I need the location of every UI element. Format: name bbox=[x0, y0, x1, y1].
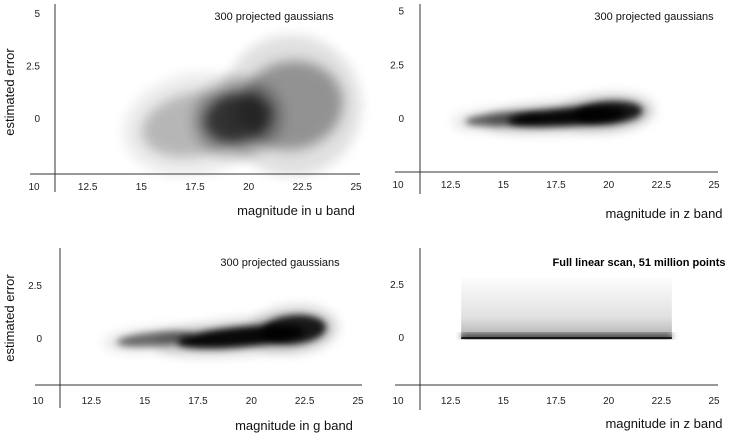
density-core bbox=[465, 112, 542, 127]
x-ticks: 10 12.5 15 17.5 20 22.5 25 bbox=[392, 180, 720, 191]
x-ticks: 10 12.5 15 17.5 20 22.5 25 bbox=[28, 182, 362, 193]
x-tick-label: 22.5 bbox=[652, 180, 672, 191]
x-tick-label: 15 bbox=[139, 396, 151, 407]
y-tick-label: 5 bbox=[34, 9, 40, 20]
x-tick-label: 25 bbox=[352, 396, 364, 407]
heatmap-bottom-right bbox=[461, 277, 672, 339]
scan-density-band bbox=[461, 334, 672, 338]
density-core bbox=[262, 314, 326, 345]
y-ticks: 2.50 bbox=[390, 280, 404, 344]
x-tick-label: 17.5 bbox=[546, 396, 566, 407]
x-tick-label: 12.5 bbox=[78, 182, 98, 193]
x-tick-label: 25 bbox=[708, 180, 720, 191]
y-tick-label: 0 bbox=[36, 334, 42, 345]
x-tick-label: 15 bbox=[136, 182, 148, 193]
x-tick-label: 25 bbox=[708, 396, 720, 407]
x-tick-label: 20 bbox=[246, 396, 258, 407]
y-tick-label: 2.5 bbox=[390, 280, 404, 291]
x-tick-label: 10 bbox=[392, 396, 404, 407]
y-ticks: 2.50 bbox=[28, 281, 42, 345]
y-tick-label: 2.5 bbox=[26, 62, 40, 73]
heatmap-top-right bbox=[452, 94, 655, 133]
x-tick-label: 22.5 bbox=[293, 182, 313, 193]
x-tick-label: 12.5 bbox=[82, 396, 102, 407]
annotation: 300 projected gaussians bbox=[214, 11, 334, 23]
y-tick-label: 5 bbox=[398, 7, 404, 18]
y-tick-label: 2.5 bbox=[28, 281, 42, 292]
x-tick-label: 10 bbox=[32, 396, 44, 407]
x-axis-label: magnitude in g band bbox=[235, 418, 353, 433]
y-ticks: 52.50 bbox=[390, 7, 404, 126]
annotation: Full linear scan, 51 million points bbox=[553, 257, 726, 269]
panel-top-right: 10 12.5 15 17.5 20 22.5 25 52.50 300 projected… bbox=[390, 4, 723, 221]
x-tick-label: 10 bbox=[28, 182, 40, 193]
scan-density-region bbox=[461, 277, 672, 339]
y-tick-label: 0 bbox=[34, 114, 40, 125]
x-tick-label: 12.5 bbox=[441, 180, 461, 191]
x-tick-label: 12.5 bbox=[441, 396, 461, 407]
x-tick-label: 15 bbox=[498, 396, 510, 407]
panel-bottom-left: 10 12.5 15 17.5 20 22.5 25 2.50 300 projected … bbox=[2, 248, 364, 433]
x-tick-label: 22.5 bbox=[652, 396, 672, 407]
density-core bbox=[142, 91, 248, 158]
x-tick-label: 22.5 bbox=[295, 396, 315, 407]
density-core bbox=[240, 60, 343, 150]
annotation: 300 projected gaussians bbox=[220, 257, 340, 269]
y-tick-label: 0 bbox=[398, 114, 404, 125]
x-tick-label: 17.5 bbox=[188, 396, 208, 407]
x-axis-label: magnitude in z band bbox=[605, 416, 722, 431]
x-tick-label: 20 bbox=[603, 180, 615, 191]
y-tick-label: 0 bbox=[398, 333, 404, 344]
x-tick-label: 17.5 bbox=[546, 180, 566, 191]
annotation: 300 projected gaussians bbox=[594, 11, 714, 23]
x-tick-label: 15 bbox=[498, 180, 510, 191]
x-ticks: 10 12.5 15 17.5 20 22.5 25 bbox=[392, 396, 720, 407]
density-core bbox=[575, 101, 643, 125]
x-tick-label: 20 bbox=[243, 182, 255, 193]
y-tick-label: 2.5 bbox=[390, 60, 404, 71]
heatmap-bottom-left bbox=[103, 306, 338, 355]
x-tick-label: 10 bbox=[392, 180, 404, 191]
x-axis-label: magnitude in z band bbox=[605, 206, 722, 221]
density-core bbox=[117, 331, 194, 347]
y-ticks: 52.50 bbox=[26, 9, 40, 125]
x-ticks: 10 12.5 15 17.5 20 22.5 25 bbox=[32, 396, 364, 407]
y-axis-label: estimated error bbox=[2, 48, 17, 136]
heatmap-top-left bbox=[123, 34, 362, 176]
x-tick-label: 25 bbox=[350, 182, 362, 193]
y-axis-label: estimated error bbox=[2, 274, 17, 362]
panel-top-left: 10 12.5 15 17.5 20 22.5 25 52.50 300 projected… bbox=[2, 4, 362, 218]
x-axis-label: magnitude in u band bbox=[237, 203, 355, 218]
x-tick-label: 17.5 bbox=[185, 182, 205, 193]
panel-bottom-right: 10 12.5 15 17.5 20 22.5 25 2.50 Full linear sc… bbox=[390, 248, 725, 431]
x-tick-label: 20 bbox=[603, 396, 615, 407]
